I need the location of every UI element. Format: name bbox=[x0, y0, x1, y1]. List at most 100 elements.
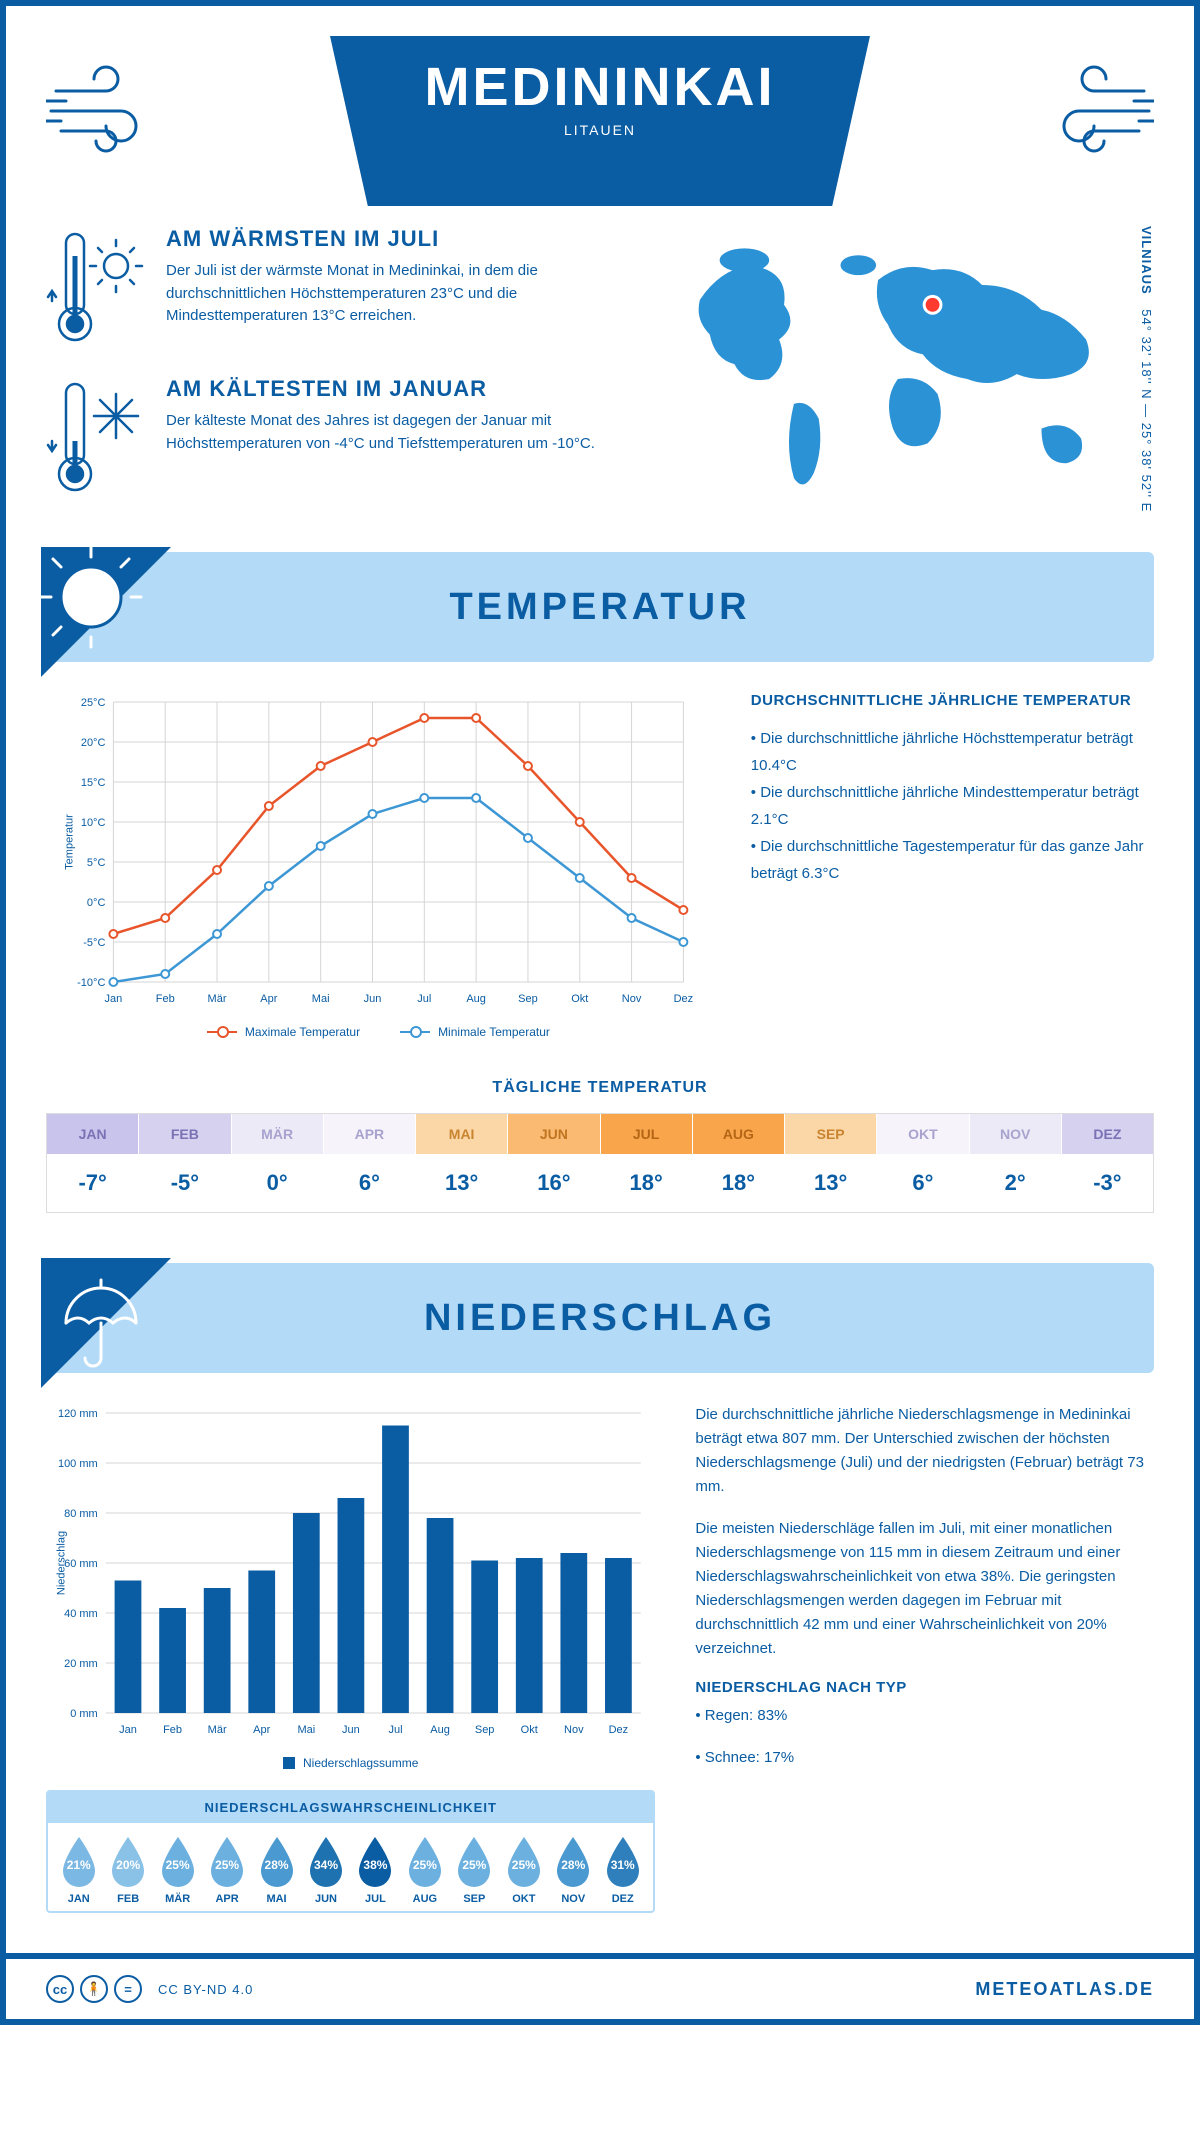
svg-text:Nov: Nov bbox=[564, 1724, 584, 1736]
month-cell: AUG 18° bbox=[693, 1114, 785, 1212]
precipitation-section-banner: NIEDERSCHLAG bbox=[46, 1263, 1154, 1373]
wind-icon bbox=[1024, 56, 1154, 166]
svg-text:25°C: 25°C bbox=[81, 697, 106, 709]
month-cell: FEB -5° bbox=[139, 1114, 231, 1212]
month-cell: JUL 18° bbox=[601, 1114, 693, 1212]
svg-text:Jul: Jul bbox=[388, 1724, 402, 1736]
svg-text:Mär: Mär bbox=[208, 1724, 227, 1736]
wind-icon bbox=[46, 56, 176, 166]
probability-cell: 34% JUN bbox=[301, 1835, 350, 1905]
month-cell: APR 6° bbox=[324, 1114, 416, 1212]
probability-cell: 25% APR bbox=[202, 1835, 251, 1905]
temperature-summary: DURCHSCHNITTLICHE JÄHRLICHE TEMPERATUR •… bbox=[751, 692, 1154, 1039]
svg-text:40 mm: 40 mm bbox=[64, 1608, 98, 1620]
coldest-body: Der kälteste Monat des Jahres ist dagege… bbox=[166, 410, 655, 455]
probability-cell: 25% AUG bbox=[400, 1835, 449, 1905]
svg-text:-10°C: -10°C bbox=[77, 977, 105, 989]
city-name: MEDININKAI bbox=[370, 56, 830, 118]
month-cell: SEP 13° bbox=[785, 1114, 877, 1212]
probability-cell: 21% JAN bbox=[54, 1835, 103, 1905]
thermometer-cold-icon bbox=[46, 376, 146, 496]
probability-cell: 25% OKT bbox=[499, 1835, 548, 1905]
infographic-page: MEDININKAI LITAUEN bbox=[0, 0, 1200, 2025]
by-icon: 🧍 bbox=[80, 1975, 108, 2003]
license-icons: cc 🧍 = CC BY-ND 4.0 bbox=[46, 1975, 253, 2003]
svg-text:5°C: 5°C bbox=[87, 857, 106, 869]
month-cell: MÄR 0° bbox=[232, 1114, 324, 1212]
svg-text:80 mm: 80 mm bbox=[64, 1508, 98, 1520]
svg-text:Okt: Okt bbox=[571, 993, 588, 1005]
svg-text:Okt: Okt bbox=[521, 1724, 538, 1736]
svg-text:Dez: Dez bbox=[609, 1724, 629, 1736]
cc-icon: cc bbox=[46, 1975, 74, 2003]
svg-text:10°C: 10°C bbox=[81, 817, 106, 829]
probability-cell: 25% SEP bbox=[450, 1835, 499, 1905]
coordinates: VILNIAUS 54° 32' 18'' N — 25° 38' 52'' E bbox=[1131, 226, 1154, 512]
svg-text:Temperatur: Temperatur bbox=[63, 814, 75, 870]
month-cell: JAN -7° bbox=[47, 1114, 139, 1212]
probability-cell: 38% JUL bbox=[351, 1835, 400, 1905]
precipitation-summary: Die durchschnittliche jährliche Niedersc… bbox=[695, 1403, 1154, 1913]
probability-cell: 25% MÄR bbox=[153, 1835, 202, 1905]
svg-text:Sep: Sep bbox=[518, 993, 538, 1005]
svg-text:100 mm: 100 mm bbox=[58, 1458, 98, 1470]
svg-text:Mai: Mai bbox=[312, 993, 330, 1005]
svg-text:Niederschlag: Niederschlag bbox=[56, 1531, 68, 1595]
month-cell: OKT 6° bbox=[877, 1114, 969, 1212]
umbrella-icon bbox=[41, 1258, 171, 1388]
month-cell: DEZ -3° bbox=[1062, 1114, 1153, 1212]
nd-icon: = bbox=[114, 1975, 142, 2003]
svg-text:15°C: 15°C bbox=[81, 777, 106, 789]
sun-icon bbox=[41, 547, 171, 677]
svg-text:Feb: Feb bbox=[156, 993, 175, 1005]
svg-text:Jun: Jun bbox=[342, 1724, 360, 1736]
coldest-fact: AM KÄLTESTEN IM JANUAR Der kälteste Mona… bbox=[46, 376, 655, 496]
svg-text:Mär: Mär bbox=[208, 993, 227, 1005]
svg-text:Dez: Dez bbox=[674, 993, 694, 1005]
title-banner: MEDININKAI LITAUEN bbox=[330, 36, 870, 206]
warmest-fact: AM WÄRMSTEN IM JULI Der Juli ist der wär… bbox=[46, 226, 655, 346]
precipitation-bar-chart: 0 mm 20 mm 40 mm 60 mm 80 mm 100 mm 120 mm Nied… bbox=[46, 1403, 655, 1770]
coldest-title: AM KÄLTESTEN IM JANUAR bbox=[166, 376, 655, 402]
probability-title: NIEDERSCHLAGSWAHRSCHEINLICHKEIT bbox=[48, 1792, 653, 1823]
svg-text:Nov: Nov bbox=[622, 993, 642, 1005]
probability-cell: 28% NOV bbox=[549, 1835, 598, 1905]
svg-text:Aug: Aug bbox=[466, 993, 486, 1005]
temperature-section-banner: TEMPERATUR bbox=[46, 552, 1154, 662]
probability-cell: 31% DEZ bbox=[598, 1835, 647, 1905]
daily-temp-title: TÄGLICHE TEMPERATUR bbox=[46, 1079, 1154, 1097]
license-text: CC BY-ND 4.0 bbox=[158, 1982, 253, 1997]
svg-text:60 mm: 60 mm bbox=[64, 1558, 98, 1570]
svg-text:20 mm: 20 mm bbox=[64, 1658, 98, 1670]
svg-text:Feb: Feb bbox=[163, 1724, 182, 1736]
probability-cell: 28% MAI bbox=[252, 1835, 301, 1905]
precipitation-probability-box: NIEDERSCHLAGSWAHRSCHEINLICHKEIT 21% JAN … bbox=[46, 1790, 655, 1913]
svg-text:Jul: Jul bbox=[417, 993, 431, 1005]
site-name: METEOATLAS.DE bbox=[975, 1979, 1154, 2000]
svg-text:Mai: Mai bbox=[297, 1724, 315, 1736]
thermometer-hot-icon bbox=[46, 226, 146, 346]
svg-text:Sep: Sep bbox=[475, 1724, 495, 1736]
world-map: VILNIAUS 54° 32' 18'' N — 25° 38' 52'' E bbox=[685, 226, 1154, 512]
precipitation-title: NIEDERSCHLAG bbox=[424, 1297, 776, 1340]
svg-text:Jan: Jan bbox=[119, 1724, 137, 1736]
temperature-line-chart: -10°C-5°C0°C5°C10°C15°C20°C25°CJanFebMär… bbox=[46, 692, 711, 1039]
header: MEDININKAI LITAUEN bbox=[46, 36, 1154, 206]
svg-text:0°C: 0°C bbox=[87, 897, 106, 909]
footer: cc 🧍 = CC BY-ND 4.0 METEOATLAS.DE bbox=[6, 1953, 1194, 2019]
country-name: LITAUEN bbox=[370, 122, 830, 138]
svg-text:Apr: Apr bbox=[260, 993, 277, 1005]
svg-text:20°C: 20°C bbox=[81, 737, 106, 749]
daily-temp-table: JAN -7° FEB -5° MÄR 0° APR 6° MAI 13° JU… bbox=[46, 1113, 1154, 1213]
month-cell: JUN 16° bbox=[508, 1114, 600, 1212]
month-cell: NOV 2° bbox=[970, 1114, 1062, 1212]
precipitation-legend: Niederschlagssumme bbox=[46, 1756, 655, 1770]
svg-text:120 mm: 120 mm bbox=[58, 1408, 98, 1420]
svg-text:0 mm: 0 mm bbox=[70, 1708, 98, 1720]
svg-text:Aug: Aug bbox=[430, 1724, 450, 1736]
month-cell: MAI 13° bbox=[416, 1114, 508, 1212]
svg-text:Jun: Jun bbox=[364, 993, 382, 1005]
probability-cell: 20% FEB bbox=[103, 1835, 152, 1905]
temperature-legend: .legend-item:nth-child(1) .legend-swatch… bbox=[46, 1025, 711, 1039]
svg-text:-5°C: -5°C bbox=[83, 937, 105, 949]
